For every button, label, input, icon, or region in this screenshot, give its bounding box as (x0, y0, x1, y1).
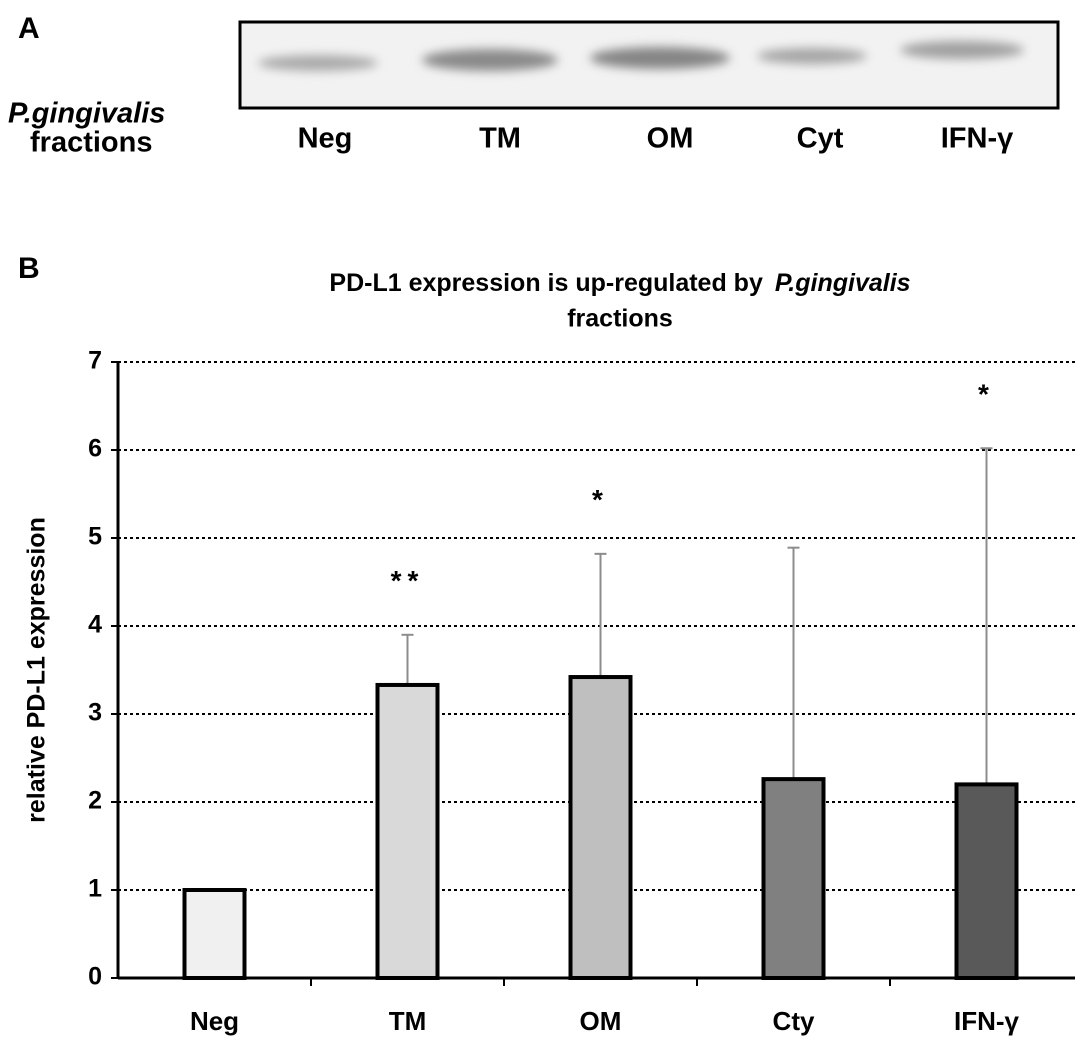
y-tick-label: 5 (88, 523, 102, 551)
x-tick-label: Cty (773, 1006, 815, 1036)
y-tick-label: 4 (88, 611, 102, 639)
y-tick-label: 1 (88, 875, 102, 903)
x-tick-label: TM (389, 1006, 427, 1036)
bar (378, 685, 438, 978)
blot (240, 22, 1058, 108)
significance-label: * (592, 484, 609, 515)
bar (185, 890, 245, 978)
x-tick-label: Neg (190, 1006, 239, 1036)
lane-label: IFN-γ (941, 123, 1014, 155)
lane-label: Neg (298, 123, 353, 155)
lane-label: OM (647, 123, 694, 155)
row-label: P.gingivalis (8, 98, 165, 130)
blot-band (422, 49, 558, 71)
x-tick-label: IFN-γ (954, 1006, 1020, 1036)
x-tick-label: OM (580, 1006, 622, 1036)
lane-label: TM (479, 123, 521, 155)
chart-title: PD-L1 expression is up-regulated by P.gin… (329, 269, 910, 297)
lane-label: Cyt (797, 123, 844, 155)
y-tick-label: 2 (88, 787, 102, 815)
bar (957, 784, 1017, 978)
title-italic: P.gingivalis (775, 269, 911, 297)
chart-title: fractions (567, 305, 673, 333)
blot-band (757, 48, 867, 64)
blot-band (258, 55, 378, 71)
significance-label: * (978, 379, 995, 410)
blot-band (590, 47, 730, 69)
blot-band (900, 41, 1024, 59)
panel-label: A (18, 12, 40, 45)
y-tick-label: 7 (88, 347, 102, 375)
figure: A P.gingivalis fractions Neg TM OM Cyt I… (0, 0, 1075, 1041)
y-axis-label: relative PD-L1 expression (23, 517, 51, 823)
panel-label: B (18, 252, 40, 285)
bar (764, 779, 824, 978)
title-text: PD-L1 expression is up-regulated by (329, 269, 763, 297)
significance-label: ** (391, 565, 425, 596)
bar (571, 677, 631, 978)
y-tick-label: 0 (88, 963, 102, 991)
y-tick-label: 6 (88, 435, 102, 463)
row-label: fractions (30, 127, 152, 159)
y-tick-label: 3 (88, 699, 102, 727)
